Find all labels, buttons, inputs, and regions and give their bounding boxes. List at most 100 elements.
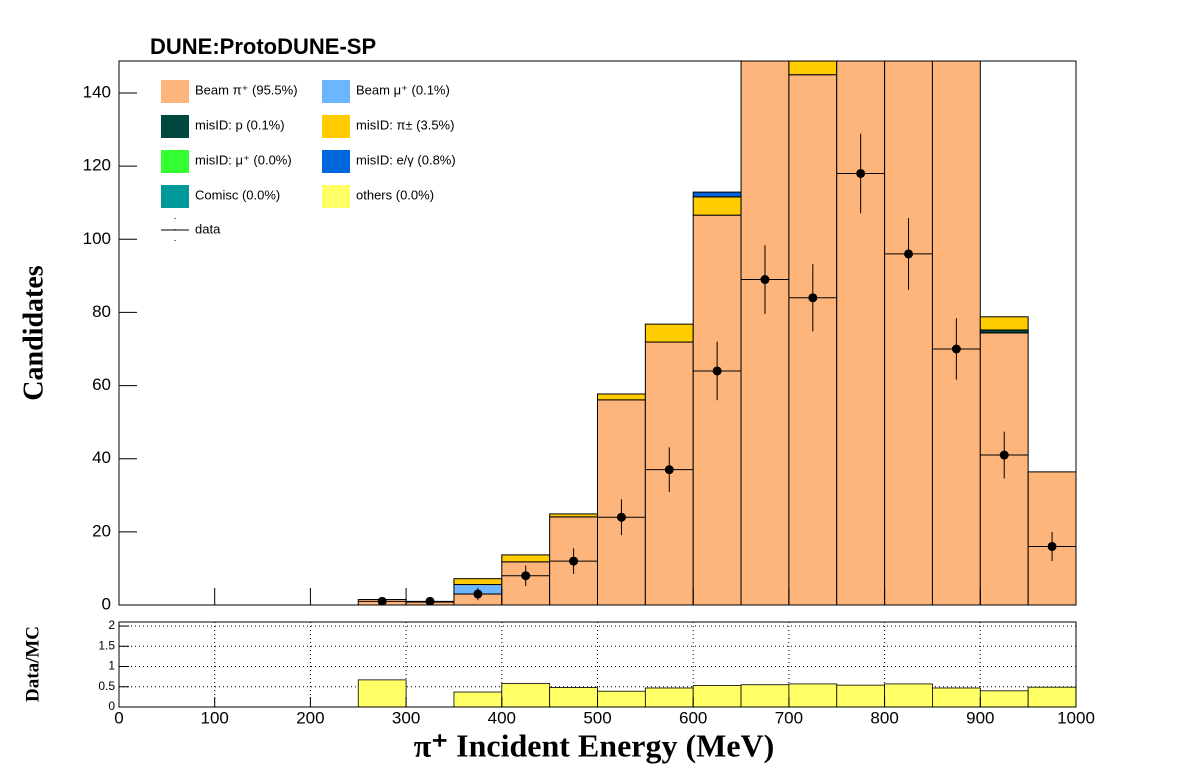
y-tick-label: 140 xyxy=(83,82,111,101)
legend-swatch xyxy=(161,80,189,103)
bar-segment xyxy=(788,61,838,76)
legend-swatch xyxy=(161,150,189,173)
data-point xyxy=(712,366,722,376)
y-tick-label: 0 xyxy=(108,699,115,713)
bar-segment xyxy=(644,323,694,343)
x-tick-label: 1000 xyxy=(1057,708,1095,727)
x-tick-label: 700 xyxy=(775,708,803,727)
data-point xyxy=(425,596,435,605)
legend-swatch xyxy=(161,115,189,138)
y-tick-label: 120 xyxy=(83,156,111,175)
legend-label: misID: e/γ (0.8%) xyxy=(356,152,456,167)
legend-swatch xyxy=(322,80,350,103)
y-tick-label: 20 xyxy=(92,521,111,540)
main-plot xyxy=(357,0,1076,605)
bar-segment xyxy=(885,0,933,9)
legend-label: Comisc (0.0%) xyxy=(195,187,280,202)
ratio-bar xyxy=(597,690,646,707)
bar-segment xyxy=(501,554,551,563)
legend-swatch xyxy=(322,185,350,208)
chart-title: DUNE:ProtoDUNE-SP xyxy=(150,34,376,59)
x-tick-label: 900 xyxy=(966,708,994,727)
x-tick-label: 600 xyxy=(679,708,707,727)
y-tick-label: 0 xyxy=(102,594,111,613)
legend-label: others (0.0%) xyxy=(356,187,434,202)
bar-segment xyxy=(931,61,981,605)
data-point xyxy=(856,168,866,178)
y-tick-label: 1 xyxy=(108,659,115,673)
bar-segment xyxy=(692,191,742,198)
data-point xyxy=(473,589,483,599)
x-tick-label: 800 xyxy=(870,708,898,727)
data-point xyxy=(521,571,531,581)
ratio-bar xyxy=(979,690,1029,707)
y-tick-label: 40 xyxy=(92,448,111,467)
x-tick-label: 0 xyxy=(114,708,123,727)
bar-segment xyxy=(740,61,790,605)
bar-segment xyxy=(692,214,742,605)
ratio-bar xyxy=(836,684,885,707)
ratio-bar xyxy=(453,691,503,707)
ratio-bar xyxy=(884,683,933,707)
legend-swatch xyxy=(322,115,350,138)
bar-segment xyxy=(979,316,1029,331)
bar-segment xyxy=(453,578,503,586)
ratio-bar xyxy=(549,687,598,707)
bar-segment xyxy=(836,61,886,605)
bar-segment xyxy=(741,12,789,16)
bar-segment xyxy=(789,45,837,49)
ratio-bar xyxy=(644,687,694,707)
bar-segment xyxy=(549,513,599,518)
legend-label: Beam π⁺ (95.5%) xyxy=(195,82,298,97)
bar-segment xyxy=(692,196,742,216)
ratio-bar xyxy=(932,687,981,707)
data-point xyxy=(569,556,579,566)
legend-label: data xyxy=(195,221,221,236)
legend-swatch xyxy=(161,185,189,208)
data-point xyxy=(377,596,387,605)
ratio-frame xyxy=(118,621,1077,708)
x-tick-label: 300 xyxy=(392,708,420,727)
data-point xyxy=(1047,541,1057,551)
data-point xyxy=(760,275,770,285)
ratio-bar xyxy=(501,683,551,707)
ratio-y-axis-label: Data/MC xyxy=(22,626,43,702)
ratio-bar xyxy=(357,679,407,707)
x-axis-label: π⁺ Incident Energy (MeV) xyxy=(414,727,775,763)
data-point xyxy=(808,293,818,303)
bar-segment xyxy=(741,16,789,38)
ratio-bar xyxy=(1027,686,1076,707)
x-tick-label: 400 xyxy=(488,708,516,727)
ratio-bar xyxy=(692,685,742,707)
y-tick-label: 0.5 xyxy=(98,679,115,693)
ratio-bar xyxy=(788,683,838,707)
data-point xyxy=(951,344,961,354)
y-tick-label: 2 xyxy=(108,618,115,632)
bar-segment xyxy=(932,0,980,20)
y-tick-label: 80 xyxy=(92,302,111,321)
x-tick-label: 500 xyxy=(583,708,611,727)
data-point xyxy=(904,249,914,259)
main-frame xyxy=(118,60,1077,606)
ratio-plot xyxy=(119,622,1076,707)
x-tick-label: 100 xyxy=(201,708,229,727)
bar-segment xyxy=(884,61,933,605)
y-tick-label: 100 xyxy=(83,229,111,248)
y-tick-label: 1.5 xyxy=(98,638,115,652)
legend-label: misID: p (0.1%) xyxy=(195,117,285,132)
data-point xyxy=(999,450,1009,460)
y-axis-label: Candidates xyxy=(18,265,49,400)
x-tick-label: 200 xyxy=(296,708,324,727)
data-point xyxy=(616,512,626,522)
bar-segment xyxy=(788,74,838,605)
legend-label: misID: μ⁺ (0.0%) xyxy=(195,152,292,167)
legend-swatch xyxy=(322,150,350,173)
legend-label: misID: π± (3.5%) xyxy=(356,117,454,132)
bar-segment xyxy=(597,393,646,401)
ratio-bar xyxy=(740,684,790,707)
data-point xyxy=(664,465,674,475)
legend-label: Beam μ⁺ (0.1%) xyxy=(356,82,450,97)
y-tick-label: 60 xyxy=(92,375,111,394)
